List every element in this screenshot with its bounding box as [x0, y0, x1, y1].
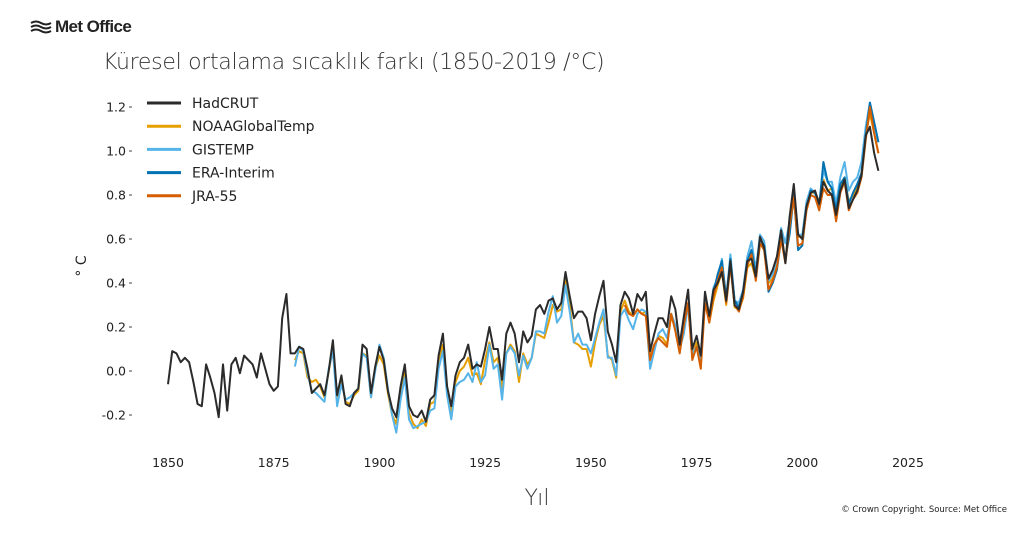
series-line-hadcrut	[167, 125, 880, 423]
y-tick-label: 0.2	[106, 320, 126, 335]
x-tick-label: 1925	[469, 455, 501, 470]
x-tick-label: 1900	[364, 455, 396, 470]
x-tick-label: 1850	[152, 455, 184, 470]
legend-label: NOAAGlobalTemp	[192, 119, 315, 135]
y-axis-label: ° C	[74, 255, 90, 276]
logo-text: Met Office	[55, 17, 132, 36]
legend-item[interactable]: JRA-55	[147, 189, 237, 205]
chart-title: Küresel ortalama sıcaklık farkı (1850-20…	[103, 50, 605, 75]
legend-item[interactable]: NOAAGlobalTemp	[147, 119, 315, 135]
legend-label: ERA-Interim	[192, 166, 275, 182]
legend-label: JRA-55	[191, 189, 237, 205]
legend-item[interactable]: ERA-Interim	[147, 166, 275, 182]
y-axis: -0.2 0.0 0.2 0.4 0.6 0.8 1.0 1.2	[102, 100, 132, 423]
x-axis: 1850 1875 1900 1925 1950 1975 2000 2025	[152, 455, 924, 470]
series-lines	[167, 101, 880, 434]
met-office-wave-icon	[30, 20, 52, 34]
x-axis-label: Yıl	[525, 486, 550, 511]
x-tick-label: 1875	[258, 455, 290, 470]
legend-item[interactable]: HadCRUT	[147, 96, 259, 112]
y-tick-label: -0.2	[102, 408, 126, 423]
y-tick-label: 0.0	[106, 364, 126, 379]
met-office-logo[interactable]: Met Office	[30, 17, 132, 37]
legend: HadCRUT NOAAGlobalTemp GISTEMP ERA-Interim J…	[147, 96, 315, 205]
y-tick-label: 0.8	[106, 188, 126, 203]
y-tick-label: 1.2	[106, 100, 126, 115]
y-tick-label: 1.0	[106, 144, 126, 159]
y-tick-label: 0.6	[106, 232, 126, 247]
legend-label: HadCRUT	[192, 96, 259, 112]
series-line-gistemp	[293, 101, 880, 434]
series-line-noaaglobaltemp	[293, 112, 880, 430]
legend-item[interactable]: GISTEMP	[147, 142, 254, 158]
x-tick-label: 1950	[575, 455, 607, 470]
legend-label: GISTEMP	[192, 142, 254, 158]
series-line-jra-55	[623, 106, 880, 370]
x-tick-label: 2025	[892, 455, 924, 470]
y-tick-label: 0.4	[106, 276, 126, 291]
x-tick-label: 2000	[786, 455, 818, 470]
copyright-note: © Crown Copyright. Source: Met Office	[841, 505, 1007, 515]
x-tick-label: 1975	[681, 455, 713, 470]
